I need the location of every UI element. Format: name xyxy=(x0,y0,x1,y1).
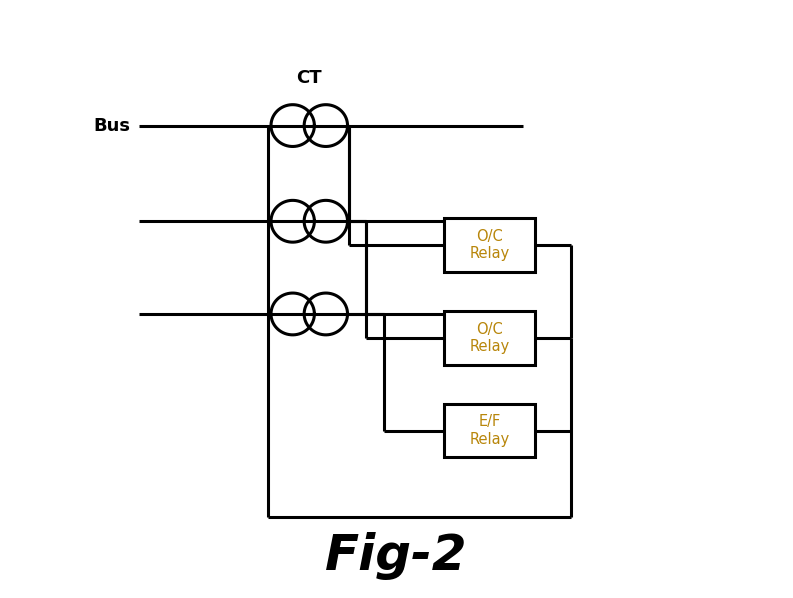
Text: CT: CT xyxy=(297,69,322,87)
Text: O/C
Relay: O/C Relay xyxy=(469,322,510,354)
Text: E/F
Relay: E/F Relay xyxy=(469,414,510,447)
FancyBboxPatch shape xyxy=(444,311,535,365)
Text: Bus: Bus xyxy=(94,117,131,135)
FancyBboxPatch shape xyxy=(444,404,535,457)
Text: Fig-2: Fig-2 xyxy=(325,532,468,580)
FancyBboxPatch shape xyxy=(444,218,535,272)
Text: O/C
Relay: O/C Relay xyxy=(469,229,510,261)
